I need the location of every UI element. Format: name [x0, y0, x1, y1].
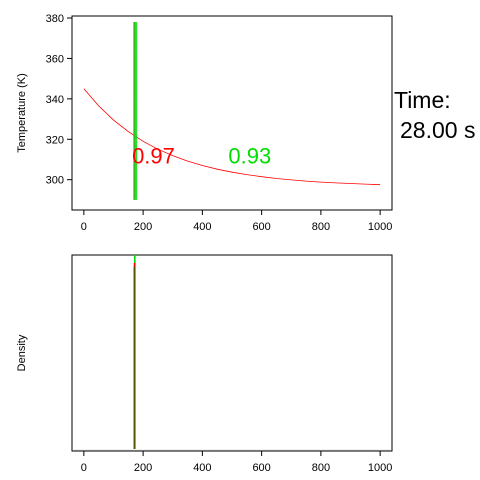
temperature-y-label: Temperature (K): [16, 73, 28, 152]
y-tick-label: 380: [46, 13, 64, 25]
x-tick-label: 600: [252, 462, 270, 474]
density-x-axis: 0 200 400 600 800 1000: [81, 451, 392, 474]
x-tick-label: 200: [134, 462, 152, 474]
x-tick-label: 400: [193, 221, 211, 233]
green-vertical-band: [133, 22, 138, 200]
annotation-label: 0.93: [228, 144, 271, 169]
x-tick-label: 1000: [368, 221, 392, 233]
x-tick-label: 800: [312, 221, 330, 233]
x-tick-label: 800: [312, 462, 330, 474]
density-plot-frame: [71, 254, 393, 452]
x-tick-label: 600: [252, 221, 270, 233]
time-value: 28.00 s: [400, 117, 475, 143]
temperature-x-axis: 0 200 400 600 800 1000: [81, 210, 392, 233]
y-tick-label: 360: [46, 53, 64, 65]
x-tick-label: 0: [81, 221, 87, 233]
y-tick-label: 340: [46, 94, 64, 106]
x-tick-label: 400: [193, 462, 211, 474]
annotation-label: 0.97: [132, 144, 175, 169]
temperature-curve: [83, 88, 381, 186]
density-y-label: Density: [16, 334, 28, 371]
x-tick-label: 0: [81, 462, 87, 474]
density-marks: [74, 255, 390, 451]
x-tick-label: 1000: [368, 462, 392, 474]
x-tick-label: 200: [134, 221, 152, 233]
y-tick-label: 320: [46, 134, 64, 146]
density-panel: 0 200 400 600 800 1000 Density: [16, 254, 393, 474]
temperature-marks: 0.97 0.93: [83, 22, 381, 200]
y-tick-label: 300: [46, 175, 64, 187]
time-label: Time:: [394, 87, 451, 113]
temperature-y-axis: 300 320 340 360 380: [46, 13, 72, 187]
temperature-plot-frame: [71, 15, 393, 211]
